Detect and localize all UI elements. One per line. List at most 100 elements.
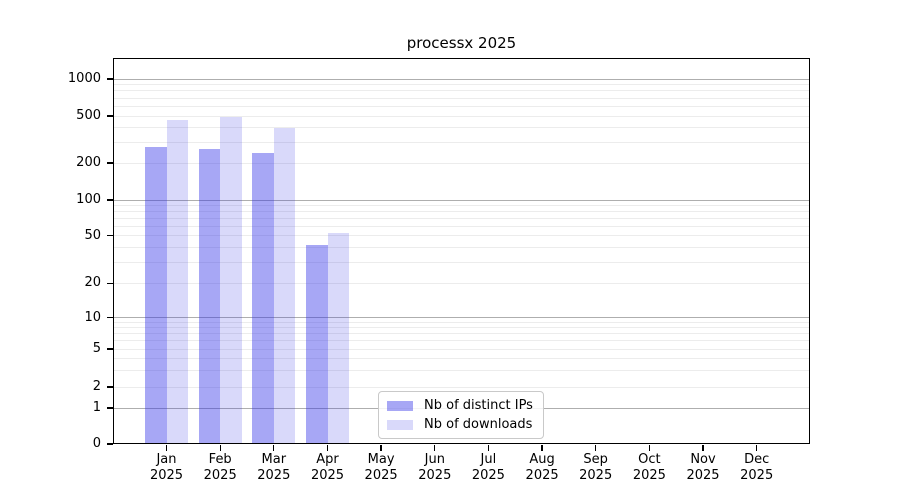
x-tick-mark — [702, 444, 704, 451]
legend-swatch-distinct-ips — [387, 400, 413, 411]
x-tick-label-jul: Jul 2025 — [456, 452, 520, 483]
y-tick-label: 0 — [92, 436, 101, 451]
x-label-month: Jan — [156, 452, 177, 467]
x-tick-mark — [487, 444, 490, 451]
x-tick-label-dec: Dec 2025 — [725, 452, 789, 483]
x-label-month: Feb — [208, 452, 232, 467]
y-tick-mark — [107, 199, 113, 201]
bar-mar-distinct-ips — [252, 153, 274, 444]
y-tick-label: 1 — [92, 400, 101, 415]
y-tick-mark — [107, 317, 113, 319]
minor-gridline — [114, 369, 809, 371]
minor-gridline — [114, 357, 809, 359]
y-tick-label: 20 — [84, 275, 101, 291]
x-tick-mark — [165, 444, 168, 451]
y-tick-mark — [107, 348, 113, 350]
major-gridline — [114, 78, 809, 80]
minor-gridline — [114, 105, 809, 107]
major-gridline — [114, 317, 809, 319]
y-tick-mark — [107, 443, 113, 445]
chart-title: processx 2025 — [406, 34, 517, 52]
x-label-month: Oct — [638, 452, 661, 467]
x-label-year: 2025 — [149, 467, 184, 483]
x-label-year: 2025 — [418, 467, 452, 483]
minor-gridline — [114, 261, 809, 263]
x-label-month: Nov — [690, 452, 716, 467]
bar-mar-downloads — [273, 128, 296, 444]
x-label-year: 2025 — [632, 467, 666, 483]
x-label-year: 2025 — [203, 467, 237, 483]
x-tick-mark — [434, 444, 436, 451]
x-tick-label-feb: Feb 2025 — [188, 452, 252, 483]
y-tick-mark — [107, 386, 113, 388]
minor-gridline — [114, 282, 809, 284]
x-label-year: 2025 — [740, 467, 774, 483]
y-tick-label: 500 — [76, 108, 101, 123]
minor-gridline — [114, 84, 809, 86]
x-tick-label-oct: Oct 2025 — [617, 452, 681, 483]
bar-apr-distinct-ips — [306, 244, 328, 444]
x-tick-mark — [648, 444, 651, 451]
minor-gridline — [114, 322, 809, 323]
x-tick-mark — [380, 444, 382, 451]
y-tick-label: 200 — [76, 155, 101, 170]
minor-gridline — [114, 225, 809, 227]
x-tick-mark — [326, 444, 329, 451]
minor-gridline — [114, 217, 809, 219]
bar-jan-downloads — [166, 120, 188, 444]
x-tick-mark — [273, 444, 275, 451]
x-label-month: Apr — [316, 452, 339, 467]
x-tick-label-nov: Nov 2025 — [671, 452, 735, 483]
x-tick-label-jan: Jan 2025 — [135, 452, 199, 483]
y-tick-label: 1000 — [67, 71, 101, 86]
y-tick-label: 50 — [84, 227, 101, 243]
minor-gridline — [114, 348, 809, 350]
x-label-month: Aug — [529, 452, 555, 467]
legend: Nb of distinct IPs Nb of downloads — [378, 391, 544, 439]
legend-item-distinct-ips: Nb of distinct IPs — [379, 398, 543, 413]
minor-gridline — [114, 204, 809, 206]
x-label-month: May — [367, 452, 395, 467]
x-tick-label-may: May 2025 — [349, 452, 413, 483]
y-tick-mark — [107, 78, 113, 80]
minor-gridline — [114, 246, 809, 248]
x-tick-label-aug: Aug 2025 — [510, 452, 574, 483]
x-tick-mark — [541, 444, 543, 451]
x-label-year: 2025 — [686, 467, 720, 483]
x-tick-mark — [219, 444, 221, 451]
x-label-year: 2025 — [471, 467, 505, 483]
x-tick-label-jun: Jun 2025 — [403, 452, 467, 483]
bar-apr-downloads — [327, 232, 349, 444]
legend-label-distinct-ips: Nb of distinct IPs — [424, 398, 533, 413]
major-gridline — [114, 199, 809, 201]
y-tick-label: 100 — [76, 192, 101, 207]
x-label-month: Mar — [261, 452, 287, 467]
x-label-year: 2025 — [579, 467, 613, 483]
legend-item-downloads: Nb of downloads — [379, 417, 543, 432]
legend-label-downloads: Nb of downloads — [424, 417, 533, 432]
x-tick-mark — [756, 444, 758, 451]
x-label-month: Jul — [480, 452, 497, 467]
minor-gridline — [114, 141, 809, 143]
minor-gridline — [114, 333, 809, 335]
y-tick-mark — [107, 282, 113, 284]
minor-gridline — [114, 90, 809, 92]
y-tick-label: 5 — [92, 341, 101, 356]
plot-frame — [113, 58, 810, 444]
x-label-year: 2025 — [364, 467, 398, 483]
bar-feb-distinct-ips — [198, 148, 221, 444]
x-tick-label-apr: Apr 2025 — [296, 452, 360, 483]
x-label-month: Sep — [583, 452, 608, 467]
y-tick-mark — [107, 235, 113, 237]
minor-gridline — [114, 97, 809, 99]
y-tick-mark — [107, 115, 113, 117]
x-label-month: Jun — [424, 452, 445, 467]
x-label-year: 2025 — [257, 467, 291, 483]
bar-jan-distinct-ips — [145, 147, 167, 444]
x-label-month: Dec — [744, 452, 770, 467]
y-tick-mark — [107, 162, 113, 164]
minor-gridline — [114, 340, 809, 342]
minor-gridline — [114, 211, 809, 212]
minor-gridline — [114, 235, 809, 237]
